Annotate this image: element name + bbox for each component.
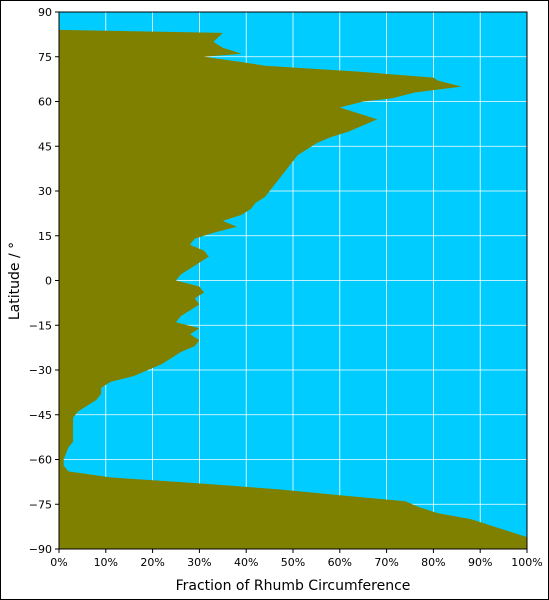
x-tick-label: 80% (421, 556, 445, 569)
area (59, 12, 527, 549)
y-tick-label: −60 (29, 454, 52, 467)
x-axis-label: Fraction of Rhumb Circumference (176, 578, 411, 594)
x-tick-label: 0% (50, 556, 67, 569)
y-tick-label: −75 (29, 498, 52, 511)
x-tick-label: 10% (94, 556, 118, 569)
plot-border (58, 11, 528, 550)
y-tick-label: −45 (29, 409, 52, 422)
y-tick-label: 75 (38, 51, 52, 64)
x-tick-label: 30% (187, 556, 211, 569)
x-tick-label: 20% (140, 556, 164, 569)
y-axis-label: Latitude / ° (7, 242, 23, 320)
y-tick-label: 45 (38, 140, 52, 153)
y-tick-label: −15 (29, 319, 52, 332)
y-tick-label: 30 (38, 185, 52, 198)
y-tick-label: 0 (45, 275, 52, 288)
x-tick-label: 90% (468, 556, 492, 569)
x-tick-label: 70% (374, 556, 398, 569)
y-tick-label: −30 (29, 364, 52, 377)
x-tick-label: 60% (328, 556, 352, 569)
y-tick-label: −90 (29, 543, 52, 556)
y-tick-label: 60 (38, 96, 52, 109)
x-tick-label: 40% (234, 556, 258, 569)
y-tick-label: 90 (38, 6, 52, 19)
y-tick-label: 15 (38, 230, 52, 243)
x-tick-label: 50% (281, 556, 305, 569)
x-tick-label: 100% (511, 556, 542, 569)
